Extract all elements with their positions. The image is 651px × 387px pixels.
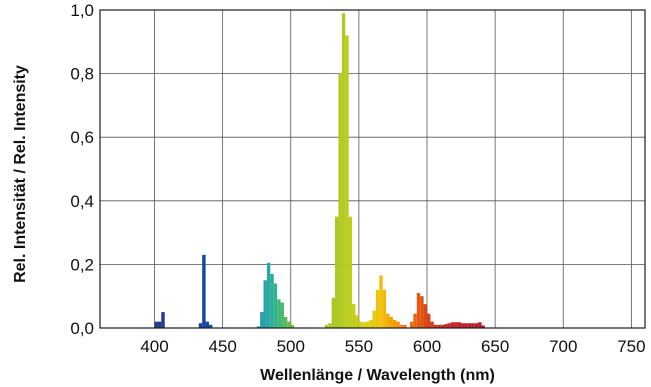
spectrum-bar — [478, 322, 482, 328]
spectrum-bar — [430, 321, 434, 328]
x-tick-label: 500 — [277, 337, 305, 356]
spectrum-bar — [409, 321, 414, 328]
spectrum-bar — [277, 299, 281, 328]
x-tick-label: 600 — [413, 337, 441, 356]
spectrum-bar — [471, 323, 475, 328]
spectrum-bar — [379, 275, 383, 328]
x-tick-label: 550 — [345, 337, 373, 356]
spectrum-bar — [403, 324, 407, 328]
spectrum-bar — [392, 320, 397, 328]
spectrum-bar — [437, 324, 441, 328]
spectrum-bar — [270, 273, 274, 328]
x-tick-label: 700 — [549, 337, 577, 356]
spectrum-bar — [345, 35, 349, 328]
spectrum-bar — [260, 312, 264, 328]
spectrum-bar — [328, 323, 332, 328]
spectrum-bar — [450, 322, 455, 328]
spectrum-bar — [283, 316, 288, 328]
spectrum-bar — [324, 324, 329, 328]
spectrum-bar — [198, 323, 203, 328]
spectrum-bar — [352, 304, 356, 328]
spectrum-bar — [256, 326, 261, 328]
spectrum-bar — [335, 216, 339, 328]
spectrum-bar — [355, 315, 359, 328]
spectrum-bar — [331, 297, 336, 328]
spectrum-bar — [358, 321, 363, 328]
spectrum-bar — [205, 321, 209, 328]
spectrum-bar — [413, 313, 417, 328]
y-tick-label: 0,8 — [70, 65, 94, 84]
spectrum-bar — [209, 324, 213, 328]
spectrum-bar — [266, 262, 271, 328]
spectrum-bar — [202, 254, 206, 328]
spectrum-bar — [365, 321, 370, 328]
y-tick-label: 1,0 — [70, 1, 94, 20]
spectrum-bar — [341, 13, 346, 329]
plot-frame — [99, 9, 646, 329]
spectrum-bar — [457, 322, 462, 328]
y-axis-title: Rel. Intensität / Rel. Intensity — [12, 65, 29, 283]
spectrum-bar — [375, 289, 380, 328]
spectrum-bar — [290, 324, 295, 328]
spectrum-bar — [427, 313, 431, 328]
spectrum-bar — [280, 302, 284, 328]
spectrum-bar — [273, 283, 278, 328]
spectrum-bar — [154, 321, 158, 328]
y-tick-label: 0,6 — [70, 128, 94, 147]
x-tick-label: 750 — [617, 337, 645, 356]
spectrum-bar — [287, 321, 291, 328]
spectrum-bar — [433, 324, 438, 328]
spectrum-bar — [464, 323, 468, 328]
y-tick-label: 0,2 — [70, 255, 94, 274]
spectrum-bar — [399, 324, 404, 328]
spectrum-bar — [157, 321, 162, 328]
x-axis-title: Wellenlänge / Wavelength (nm) — [260, 367, 495, 384]
x-tick-label: 650 — [481, 337, 509, 356]
spectrum-bar — [348, 216, 353, 328]
spectrum-bar — [474, 323, 479, 328]
spectrum-bar — [161, 312, 165, 328]
spectrum-bar — [444, 324, 448, 328]
spectrum-bar — [440, 324, 445, 328]
spectrum-bar — [382, 289, 387, 328]
grid — [100, 9, 645, 329]
spectrum-bar — [362, 322, 366, 328]
y-tick-label: 0,0 — [70, 319, 94, 338]
spectrum-bar — [372, 310, 376, 328]
spectrum-bar — [389, 316, 393, 328]
spectrum-bar — [396, 321, 400, 328]
x-tick-label: 450 — [208, 337, 236, 356]
spectrum-bar — [481, 325, 485, 328]
y-tick-label: 0,4 — [70, 192, 94, 211]
spectrum-bar — [467, 323, 472, 328]
spectrum-bar — [420, 296, 424, 328]
spectrum-bar — [338, 73, 342, 328]
spectrum-bar — [369, 320, 373, 328]
spectrum-bar — [454, 322, 458, 328]
spectrum-bar — [263, 280, 267, 328]
spectrum-bar — [447, 323, 451, 328]
x-tick-labels: 400 450 500 550 600 650 700 750 — [140, 337, 645, 356]
y-tick-labels: 0,0 0,2 0,4 0,6 0,8 1,0 — [70, 1, 94, 338]
spectrum-bar — [461, 323, 465, 328]
x-tick-label: 400 — [140, 337, 168, 356]
spectrum-bar — [423, 304, 427, 328]
spectrum-bars — [154, 13, 485, 329]
spectrum-bar — [416, 293, 421, 328]
spectrum-bar — [386, 313, 390, 328]
